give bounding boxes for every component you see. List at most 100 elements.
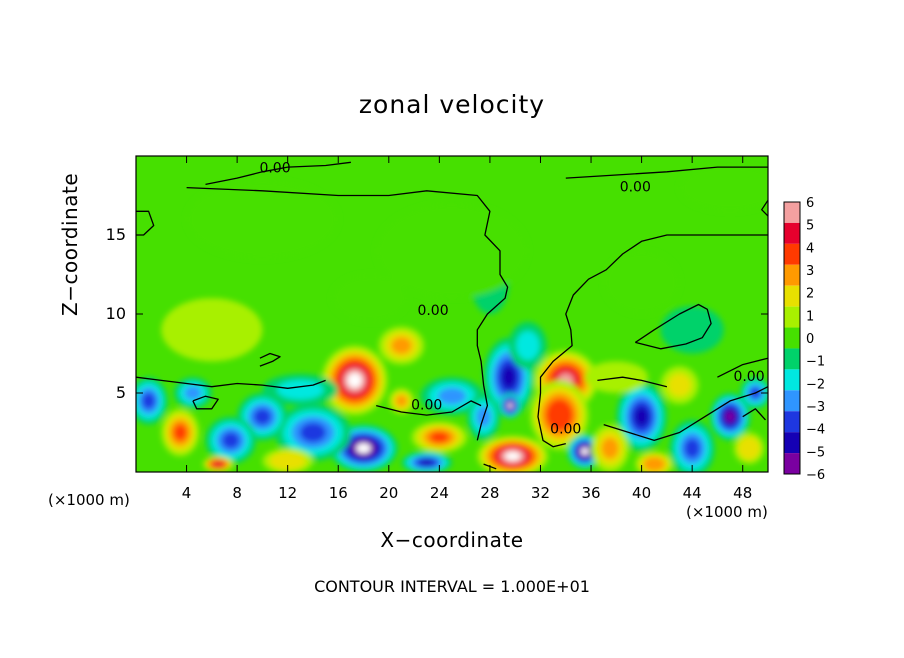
- field-blob-5-layer-5: [501, 365, 517, 389]
- field-blob-12-layer-4: [253, 408, 272, 425]
- field-blob-7-layer-7: [505, 451, 521, 461]
- field-blob-4-layer-7: [356, 443, 371, 454]
- contour-line-11: [603, 386, 768, 442]
- x-tick-label-24: 24: [430, 484, 449, 502]
- colorbar-label-2: 4: [806, 241, 814, 256]
- colorbar-label-6: 0: [806, 332, 814, 347]
- colorbar-label-1: 5: [806, 219, 814, 234]
- contour-line-9: [136, 376, 326, 389]
- x-tick-label-32: 32: [531, 484, 550, 502]
- field-blob-18-layer-2: [276, 380, 324, 400]
- x-axis-label: X−coordinate: [380, 528, 524, 552]
- field-blob-28-layer-6: [725, 410, 735, 423]
- colorbar-label-7: −1: [806, 355, 825, 370]
- field-blob-17-layer-3: [184, 385, 202, 401]
- field-blob-10-layer-4: [429, 431, 450, 443]
- x-tick-label-28: 28: [480, 484, 499, 502]
- field-blob-26-layer-2: [667, 373, 692, 397]
- velocity-field: [136, 156, 768, 472]
- contour-line-3: [565, 166, 768, 179]
- field-blob-37-layer-1: [603, 250, 680, 314]
- contour-interval-note: CONTOUR INTERVAL = 1.000E+01: [314, 577, 590, 596]
- field-blob-24-layer-2: [596, 367, 636, 387]
- contour-label-3: 0.00: [411, 398, 442, 414]
- field-blob-19-layer-3: [437, 387, 467, 405]
- field-blob-25-layer-4: [647, 459, 661, 469]
- colorbar-swatch-7: [784, 348, 800, 370]
- field-blob-9-layer-5: [634, 406, 649, 427]
- contour-label-2: 0.00: [417, 303, 448, 319]
- field-blob-36-layer-1: [660, 306, 724, 354]
- field-blob-20-layer-3: [395, 395, 408, 407]
- field-blob-38-layer-1: [376, 203, 528, 299]
- x-unit-label-right: (×1000 m): [686, 503, 768, 521]
- x-tick-label-20: 20: [379, 484, 398, 502]
- x-tick-label-4: 4: [182, 484, 192, 502]
- contour-line-8: [717, 357, 768, 378]
- colorbar-swatch-8: [784, 369, 800, 391]
- y-tick-label-5: 5: [116, 383, 126, 402]
- colorbar-label-5: 1: [806, 309, 814, 324]
- field-blob-0-layer-7: [347, 373, 362, 388]
- x-tick-label-40: 40: [632, 484, 651, 502]
- colorbar-swatch-5: [784, 306, 800, 328]
- colorbar-frame: [783, 201, 801, 475]
- x-tick-label-12: 12: [278, 484, 297, 502]
- contour-line-5: [537, 234, 768, 448]
- colorbar-label-12: −6: [806, 468, 825, 483]
- field-blob-14-layer-6: [214, 462, 222, 467]
- colorbar-swatch-11: [784, 432, 800, 454]
- contour-label-4: 0.00: [550, 421, 581, 437]
- contour-line-0: [205, 161, 351, 186]
- field-blob-1-layer-3: [391, 337, 412, 355]
- x-tick-label-44: 44: [683, 484, 702, 502]
- contour-line-10: [376, 400, 482, 416]
- contour-line-12: [192, 395, 219, 410]
- contour-label-1: 0.00: [620, 180, 651, 196]
- colorbar-swatch-6: [784, 327, 800, 349]
- y-axis-label: Z−coordinate: [58, 172, 82, 316]
- x-tick-label-16: 16: [329, 484, 348, 502]
- field-blob-39-layer-1: [186, 179, 339, 259]
- field-blob-21-layer-5: [419, 459, 434, 466]
- field-blob-23-layer-3: [601, 437, 619, 459]
- x-tick-label-8: 8: [232, 484, 242, 502]
- chart-title: zonal velocity: [358, 90, 546, 119]
- contour-line-13: [259, 352, 281, 367]
- y-tick-label-10: 10: [106, 304, 126, 323]
- field-blob-15-layer-4: [173, 424, 187, 441]
- field-blob-22-layer-3: [276, 455, 299, 467]
- field-blob-8-layer-7: [580, 447, 589, 456]
- contour-labels: 0.00 0.00 0.00 0.00 0.00 0.00: [259, 161, 764, 438]
- colorbar-label-9: −3: [806, 400, 825, 415]
- field-blob-6-layer-7: [507, 402, 513, 409]
- contour-line-7: [597, 376, 668, 388]
- colorbar-swatch-1: [784, 222, 800, 244]
- colorbar-swatch-9: [784, 390, 800, 412]
- colorbar-swatch-2: [784, 243, 800, 265]
- y-tick-label-15: 15: [106, 225, 126, 244]
- contour-line-15: [742, 408, 766, 421]
- colorbar-swatch-0: [784, 202, 800, 223]
- field-blob-11-layer-4: [299, 422, 327, 443]
- colorbar-swatch-4: [784, 285, 800, 307]
- colorbar-swatch-12: [784, 453, 800, 474]
- contour-line-4: [761, 199, 768, 217]
- field-blob-34-layer-2: [516, 331, 540, 361]
- contour-line-1: [186, 186, 509, 441]
- colorbar-label-8: −2: [806, 377, 825, 392]
- contour-label-5: 0.00: [733, 369, 764, 385]
- colorbar-label-11: −5: [806, 445, 825, 460]
- colorbar: 6 5 4 3 2 1 0 −1 −2 −3 −4 −5 −6: [783, 196, 825, 483]
- colorbar-swatch-10: [784, 411, 800, 433]
- colorbar-label-4: 2: [806, 287, 814, 302]
- field-blob-27-layer-4: [684, 438, 701, 459]
- field-blob-16-layer-4: [142, 392, 156, 410]
- colorbar-label-0: 6: [806, 196, 814, 211]
- x-unit-label-left: (×1000 m): [48, 491, 130, 509]
- field-blob-3-layer-5: [551, 405, 568, 426]
- x-tick-label-48: 48: [733, 484, 752, 502]
